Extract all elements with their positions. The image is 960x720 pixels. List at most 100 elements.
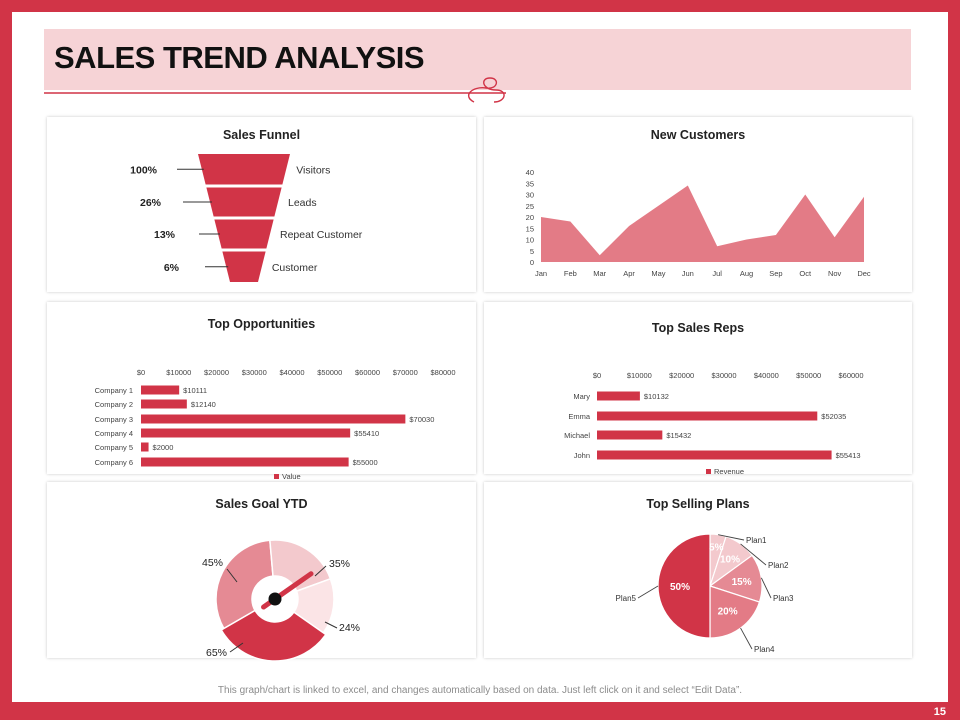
funnel-segment-4 bbox=[222, 251, 266, 282]
bar bbox=[597, 391, 640, 401]
funnel-segment-1 bbox=[198, 154, 290, 185]
goal-leader-line bbox=[324, 621, 338, 629]
funnel-stage-label: Repeat Customer bbox=[280, 229, 363, 241]
plan-percent-label: 15% bbox=[732, 577, 752, 588]
goal-leader-line bbox=[226, 568, 238, 583]
plan-percent-label: 5% bbox=[709, 542, 724, 553]
bar bbox=[141, 385, 180, 395]
category-label: John bbox=[574, 451, 590, 460]
plan-percent-label: 10% bbox=[720, 554, 740, 565]
x-tick-label: $60000 bbox=[355, 368, 380, 377]
x-tick-label: $60000 bbox=[838, 371, 863, 380]
x-tick-label: Apr bbox=[623, 269, 635, 278]
plan-leader-line bbox=[740, 627, 753, 650]
plan-slice-4 bbox=[709, 585, 761, 639]
top-sales-reps-title: Top Sales Reps bbox=[651, 321, 745, 335]
bar bbox=[597, 430, 663, 440]
funnel-segment-2 bbox=[206, 187, 282, 217]
legend-swatch bbox=[274, 474, 279, 479]
goal-percent-label: 24% bbox=[339, 622, 360, 634]
top-sales-reps-card: Top Sales Reps $0 $10000 $20000 $30000 $4000… bbox=[484, 302, 912, 476]
x-tick-label: Sep bbox=[769, 269, 782, 278]
x-tick-label: $50000 bbox=[317, 368, 342, 377]
bar bbox=[141, 414, 406, 424]
x-tick-label: $0 bbox=[137, 368, 145, 377]
x-tick-label: Dec bbox=[857, 269, 871, 278]
y-tick-label: 10 bbox=[526, 236, 534, 245]
goal-leader-line bbox=[314, 565, 327, 577]
plan-percent-label: 50% bbox=[670, 582, 690, 593]
top-selling-plans-card: Top Selling Plans 5% 10% 15% 20% 50% Plan1 Pla… bbox=[484, 482, 912, 658]
funnel-segment-3 bbox=[214, 219, 274, 249]
plan-leader-line bbox=[637, 585, 659, 599]
plan-slice-3 bbox=[708, 554, 763, 603]
title-band bbox=[44, 29, 911, 90]
slide: SALES TREND ANALYSIS Sales Funnel 100% Vi… bbox=[12, 12, 948, 702]
y-tick-label: 15 bbox=[526, 224, 534, 233]
category-label: Mary bbox=[573, 392, 590, 401]
x-tick-label: $10000 bbox=[166, 368, 191, 377]
x-tick-label: Oct bbox=[799, 269, 812, 278]
plan-name-label: Plan3 bbox=[773, 594, 794, 603]
bar bbox=[597, 450, 832, 460]
funnel-percent-label: 13% bbox=[154, 229, 176, 241]
plan-leader-line bbox=[740, 543, 767, 566]
x-tick-label: $50000 bbox=[796, 371, 821, 380]
top-opportunities-title: Top Opportunities bbox=[207, 317, 316, 331]
data-label: $55413 bbox=[836, 451, 861, 460]
goal-percent-label: 45% bbox=[202, 557, 223, 569]
x-tick-label: $20000 bbox=[669, 371, 694, 380]
new-customers-card: New Customers 0 5 10 15 20 25 30 35 40 Jan Feb Mar A… bbox=[484, 117, 912, 292]
legend-label: Revenue bbox=[714, 467, 744, 476]
bar bbox=[141, 442, 149, 452]
bar bbox=[141, 428, 351, 438]
x-tick-label: $30000 bbox=[242, 368, 267, 377]
plan-leader-line bbox=[718, 534, 745, 541]
x-tick-label: $20000 bbox=[204, 368, 229, 377]
sales-goal-card: Sales Goal YTD 45% 35% 24% 65% bbox=[47, 482, 476, 662]
sales-funnel-card: Sales Funnel 100% Visitors 26% Leads 13% Repe… bbox=[47, 117, 476, 292]
sales-goal-chart: 45% 35% 24% 65% bbox=[202, 539, 360, 662]
category-label: Emma bbox=[568, 412, 590, 421]
y-tick-label: 30 bbox=[526, 191, 534, 200]
top-selling-plans-chart: 5%10% 15% 20% 50% Plan1 Plan2 Plan3 Plan4 Plan5 bbox=[616, 533, 794, 654]
y-tick-label: 35 bbox=[526, 179, 534, 188]
page-number: 15 bbox=[933, 706, 946, 718]
plan-name-label: Plan2 bbox=[768, 561, 789, 570]
data-label: $10132 bbox=[644, 392, 669, 401]
top-opportunities-chart: $0 $10000 $20000 $30000 $40000 $50000 $60000 $7… bbox=[95, 368, 456, 481]
x-tick-label: Aug bbox=[740, 269, 753, 278]
x-tick-label: $40000 bbox=[279, 368, 304, 377]
new-customers-title: New Customers bbox=[650, 128, 746, 142]
top-selling-plans-title: Top Selling Plans bbox=[646, 497, 750, 511]
top-sales-reps-chart: $0 $10000 $20000 $30000 $40000 $50000 $60000 Ma… bbox=[564, 371, 863, 476]
data-label: $55000 bbox=[353, 458, 378, 467]
x-tick-label: May bbox=[651, 269, 665, 278]
funnel-percent-label: 100% bbox=[130, 164, 158, 176]
plan-percent-label: 20% bbox=[718, 606, 738, 617]
plan-name-label: Plan4 bbox=[754, 645, 775, 654]
data-label: $15432 bbox=[666, 431, 691, 440]
category-label: Company 5 bbox=[95, 443, 133, 452]
x-tick-label: $30000 bbox=[711, 371, 736, 380]
sales-funnel-title: Sales Funnel bbox=[222, 128, 301, 142]
goal-percent-label: 65% bbox=[206, 647, 227, 659]
sales-funnel-chart: 100% Visitors 26% Leads 13% Repeat Customer 6%… bbox=[130, 154, 363, 282]
category-label: Company 2 bbox=[95, 400, 133, 409]
y-tick-label: 40 bbox=[526, 168, 534, 177]
data-label: $55410 bbox=[354, 429, 379, 438]
data-label: $12140 bbox=[191, 400, 216, 409]
funnel-stage-label: Leads bbox=[288, 197, 317, 209]
x-tick-label: $40000 bbox=[754, 371, 779, 380]
data-label: $2000 bbox=[153, 443, 174, 452]
legend-label: Value bbox=[282, 472, 301, 481]
category-label: Company 1 bbox=[95, 386, 133, 395]
funnel-percent-label: 26% bbox=[140, 197, 162, 209]
category-label: Company 4 bbox=[95, 429, 133, 438]
funnel-stage-label: Visitors bbox=[296, 164, 330, 176]
customers-area-series bbox=[541, 185, 864, 262]
x-tick-label: Jul bbox=[712, 269, 722, 278]
x-tick-label: $70000 bbox=[393, 368, 418, 377]
goal-leader-line bbox=[229, 642, 244, 653]
x-tick-label: Feb bbox=[564, 269, 577, 278]
